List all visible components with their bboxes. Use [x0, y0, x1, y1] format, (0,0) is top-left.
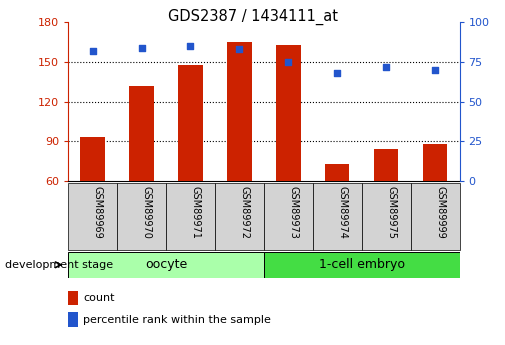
- Bar: [362, 183, 411, 250]
- Bar: [411, 183, 460, 250]
- Bar: [423, 144, 447, 181]
- Text: GDS2387 / 1434111_at: GDS2387 / 1434111_at: [168, 9, 337, 25]
- Bar: [264, 252, 460, 278]
- Text: count: count: [83, 293, 115, 303]
- Text: percentile rank within the sample: percentile rank within the sample: [83, 315, 271, 325]
- Bar: [178, 65, 203, 181]
- Bar: [374, 149, 398, 181]
- Bar: [166, 183, 215, 250]
- Text: GSM89999: GSM89999: [435, 186, 445, 239]
- Text: 1-cell embryo: 1-cell embryo: [319, 258, 405, 271]
- Text: GSM89969: GSM89969: [92, 186, 103, 239]
- Point: [137, 45, 145, 51]
- Text: oocyte: oocyte: [145, 258, 187, 271]
- Bar: [215, 183, 264, 250]
- Text: GSM89971: GSM89971: [190, 186, 200, 239]
- Bar: [68, 183, 117, 250]
- Text: development stage: development stage: [5, 260, 113, 270]
- Bar: [129, 86, 154, 181]
- Point: [333, 70, 341, 76]
- Bar: [276, 45, 300, 181]
- Bar: [68, 312, 78, 327]
- Point: [235, 47, 243, 52]
- Point: [88, 48, 96, 54]
- Bar: [313, 183, 362, 250]
- Text: GSM89975: GSM89975: [386, 186, 396, 239]
- Bar: [68, 252, 264, 278]
- Bar: [325, 164, 349, 181]
- Text: GSM89970: GSM89970: [141, 186, 152, 239]
- Point: [382, 64, 390, 70]
- Point: [284, 59, 292, 65]
- Point: [431, 67, 439, 73]
- Bar: [264, 183, 313, 250]
- Bar: [80, 137, 105, 181]
- Bar: [68, 291, 78, 305]
- Text: GSM89974: GSM89974: [337, 186, 347, 239]
- Text: GSM89973: GSM89973: [288, 186, 298, 239]
- Bar: [227, 42, 251, 181]
- Point: [186, 43, 194, 49]
- Text: GSM89972: GSM89972: [239, 186, 249, 239]
- Bar: [117, 183, 166, 250]
